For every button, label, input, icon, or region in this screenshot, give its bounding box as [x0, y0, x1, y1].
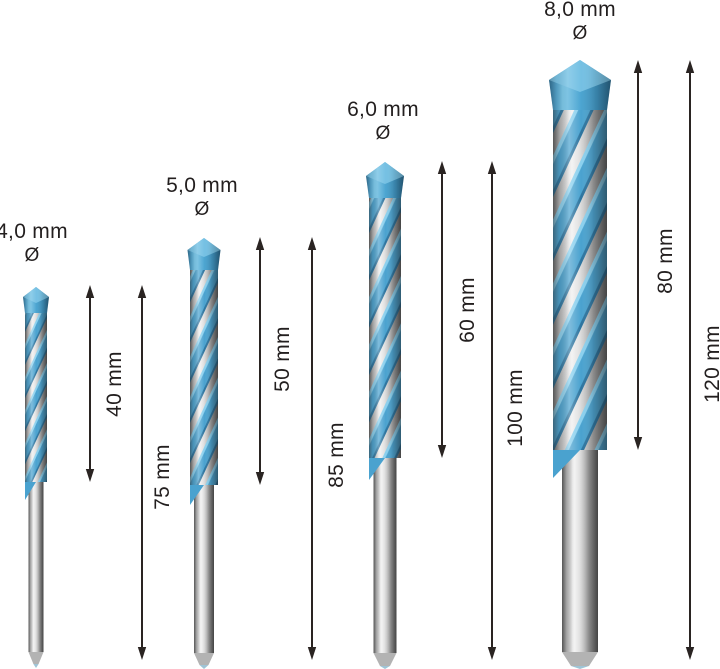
flute-length-label-5mm: 50 mm — [271, 326, 294, 392]
drill-flute — [369, 194, 401, 480]
diameter-symbol: Ø — [24, 245, 40, 266]
drill-carbide-tip — [549, 60, 611, 110]
drill-flute — [190, 266, 218, 505]
drill-shank — [28, 480, 44, 668]
drill-flute — [25, 309, 47, 500]
total-length-label-8mm: 120 mm — [701, 325, 720, 403]
drill-shank — [373, 456, 397, 669]
drill-carbide-tip — [23, 287, 49, 313]
flute-length-label-8mm: 80 mm — [654, 228, 677, 294]
diameter-symbol: Ø — [375, 123, 391, 144]
flute-length-arrow-8mm — [633, 60, 643, 450]
flute-length-arrow-5mm — [255, 237, 265, 485]
drill-shank — [194, 483, 214, 669]
diameter-label-8mm: 8,0 mm Ø — [515, 0, 645, 45]
drill-bit-4mm — [23, 287, 49, 668]
diameter-symbol: Ø — [572, 23, 588, 44]
flute-length-label-6mm: 60 mm — [456, 277, 479, 343]
diameter-symbol: Ø — [194, 199, 210, 220]
total-length-label-6mm: 100 mm — [504, 369, 527, 447]
total-length-arrow-8mm — [685, 60, 695, 660]
diameter-value: 4,0 mm — [0, 220, 68, 243]
total-length-label-5mm: 85 mm — [325, 422, 348, 488]
diameter-label-4mm: 4,0 mm Ø — [0, 219, 97, 267]
drill-bit-8mm — [549, 60, 611, 669]
drill-shank — [562, 448, 598, 669]
total-length-arrow-5mm — [307, 237, 317, 660]
total-length-arrow-4mm — [137, 285, 147, 660]
total-length-arrow-6mm — [487, 161, 497, 660]
flute-length-arrow-6mm — [437, 161, 447, 458]
drill-carbide-tip — [366, 162, 404, 198]
flute-length-arrow-4mm — [85, 285, 95, 482]
drill-carbide-tip — [187, 238, 221, 270]
drill-bit-5mm — [187, 238, 221, 669]
diameter-label-5mm: 5,0 mm Ø — [137, 173, 267, 221]
drill-flute — [553, 106, 607, 478]
diameter-value: 8,0 mm — [544, 0, 616, 21]
diameter-value: 6,0 mm — [347, 98, 419, 121]
total-length-label-4mm: 75 mm — [151, 444, 174, 510]
flute-length-label-4mm: 40 mm — [103, 351, 126, 417]
drill-bit-6mm — [366, 162, 404, 669]
diameter-label-6mm: 6,0 mm Ø — [318, 97, 448, 145]
diameter-value: 5,0 mm — [166, 174, 238, 197]
